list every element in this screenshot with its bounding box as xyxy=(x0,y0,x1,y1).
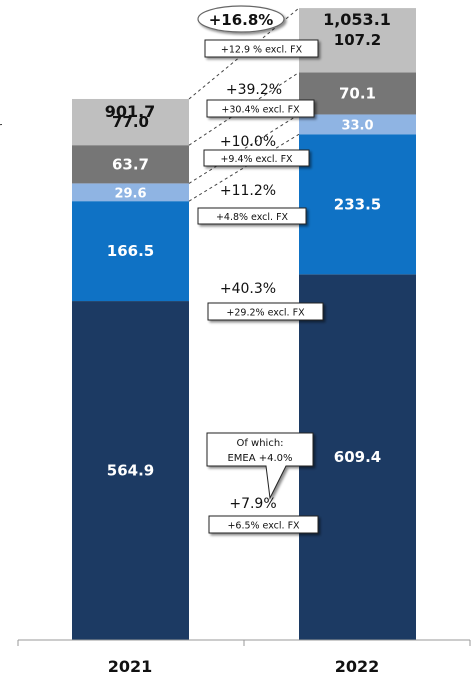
connector-line-lightblue xyxy=(188,114,300,184)
connector-line-darkgray xyxy=(188,71,300,146)
segment-connectors xyxy=(188,7,300,202)
growth-pct-blue: +40.3% xyxy=(220,281,276,297)
growth-fx-box-blue xyxy=(207,302,324,321)
bar-segment-2021-darkgray xyxy=(72,145,189,184)
value-label-2022-lightblue: 33.0 xyxy=(341,118,373,133)
value-label-2021-lightblue: 29.6 xyxy=(114,186,146,201)
emea-callout xyxy=(206,432,314,500)
cropped-text-fragment: . xyxy=(0,235,1,249)
bar-segment-2021-lightblue xyxy=(72,183,189,202)
bar-segment-2021-gray xyxy=(72,98,189,146)
emea-callout-line2: EMEA +4.0% xyxy=(227,453,292,464)
bar-segment-2022-lightblue xyxy=(299,114,416,135)
value-labels: 564.9 166.5 29.6 63.7 77.0 609.4 233.5 33.0 70.1… xyxy=(107,31,381,479)
value-label-2022-gray: 107.2 xyxy=(334,31,381,49)
bar-segment-2022-navy xyxy=(299,274,416,640)
total-growth-label: +16.8% xyxy=(209,11,274,29)
bar-segment-2022-blue xyxy=(299,134,416,275)
growth-fx-label-gray: +30.4% excl. FX xyxy=(221,105,300,116)
growth-fx-box-lightblue xyxy=(197,207,307,225)
growth-fx-label-navy: +6.5% excl. FX xyxy=(227,521,300,532)
growth-fx-box-navy xyxy=(208,515,319,534)
growth-pct-navy: +7.9% xyxy=(229,496,276,512)
growth-pct-darkgray: +10.0% xyxy=(220,134,276,150)
emea-callout-line1: Of which: xyxy=(236,438,283,449)
total-label-2022: 1,053.1 xyxy=(323,10,391,29)
growth-fx-label-darkgray: +9.4% excl. FX xyxy=(220,154,293,165)
total-growth-ellipse xyxy=(197,5,285,33)
total-growth-fx-box xyxy=(204,39,319,58)
bar-segment-2021-blue xyxy=(72,201,189,302)
growth-fx-box-gray xyxy=(206,99,315,118)
value-label-2021-gray: 77.0 xyxy=(112,113,149,131)
cropped-text-fragment: r xyxy=(0,120,2,134)
category-label-2022: 2022 xyxy=(335,657,380,676)
value-label-2022-blue: 233.5 xyxy=(334,195,381,213)
growth-pct-gray: +39.2% xyxy=(226,82,282,98)
bar-segments xyxy=(72,8,416,640)
growth-fx-label-lightblue: +4.8% excl. FX xyxy=(216,212,289,223)
value-label-2021-blue: 166.5 xyxy=(107,242,154,260)
value-label-2022-navy: 609.4 xyxy=(334,448,381,466)
total-label-2021: 901.7 xyxy=(105,102,156,121)
bar-segment-2021-navy xyxy=(72,301,189,640)
value-label-2022-darkgray: 70.1 xyxy=(339,84,376,102)
total-growth-fx-label: +12.9 % excl. FX xyxy=(221,45,303,56)
growth-pct-lightblue: +11.2% xyxy=(220,183,276,199)
bar-segment-2022-darkgray xyxy=(299,72,416,115)
growth-fx-box-darkgray xyxy=(203,149,310,167)
value-label-2021-darkgray: 63.7 xyxy=(112,155,149,173)
value-label-2021-navy: 564.9 xyxy=(107,462,154,480)
category-label-2021: 2021 xyxy=(108,657,153,676)
growth-fx-label-blue: +29.2% excl. FX xyxy=(226,308,305,319)
